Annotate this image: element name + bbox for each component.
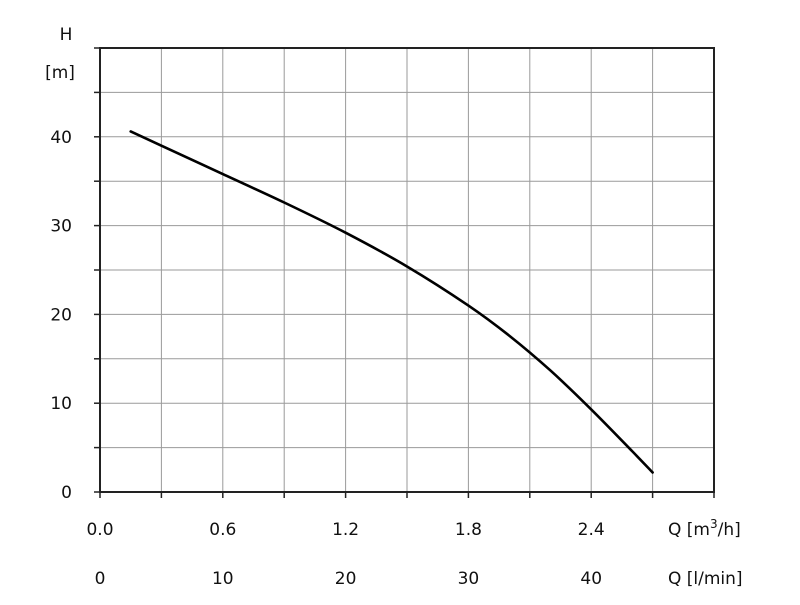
y-axis-title-symbol: H <box>60 25 73 45</box>
x2-tick-label: 0 <box>95 569 106 589</box>
y-tick-label: 0 <box>61 483 72 503</box>
x2-tick-label: 10 <box>212 569 234 589</box>
series-layer <box>129 130 654 474</box>
x2-tick-label: 20 <box>335 569 357 589</box>
y-tick-label: 40 <box>50 128 72 148</box>
y-axis-title-unit: [m] <box>45 63 75 83</box>
x2-tick-label: 30 <box>458 569 480 589</box>
x-axis-title-secondary: Q [l/min] <box>668 569 743 589</box>
grid <box>100 48 714 492</box>
x-tick-label: 1.2 <box>332 520 359 540</box>
y-tick-label: 30 <box>50 217 72 237</box>
tick-labels: 0 10 20 30 40 0.0 0.6 1.2 1.8 2.4 0 10 20 30 40 <box>50 128 604 589</box>
y-tick-label: 20 <box>50 305 72 325</box>
y-tick-label: 10 <box>50 394 72 414</box>
x-tick-label: 1.8 <box>455 520 482 540</box>
x-tick-label: 0.6 <box>209 520 236 540</box>
axis-ticks <box>94 47 715 498</box>
x2-tick-label: 40 <box>580 569 602 589</box>
x-axis-title-primary: Q [m3/h] <box>668 517 741 540</box>
series-line-0 <box>129 130 654 474</box>
x-tick-label: 2.4 <box>578 520 605 540</box>
x-tick-label: 0.0 <box>86 520 113 540</box>
